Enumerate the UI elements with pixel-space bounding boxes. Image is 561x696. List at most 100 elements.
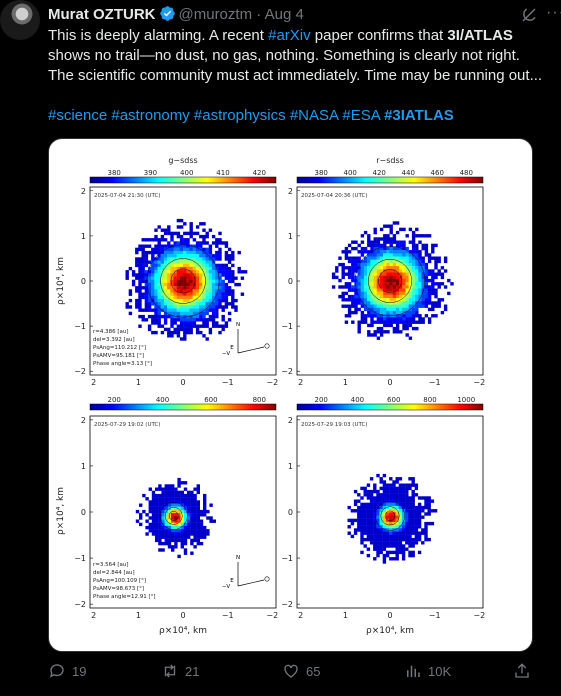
coma-pixel: [208, 295, 213, 300]
coma-pixel: [183, 286, 187, 290]
coma-pixel: [161, 500, 165, 504]
coma-pixel: [392, 499, 396, 503]
coma-pixel: [392, 275, 397, 280]
coma-pixel: [363, 317, 368, 321]
hashtag-link[interactable]: #3IATLAS: [384, 107, 454, 124]
hashtag-link[interactable]: #science: [48, 107, 108, 124]
coma-pixel: [192, 289, 197, 293]
coma-pixel: [382, 537, 387, 542]
verified-badge-icon[interactable]: [159, 5, 176, 26]
post-date[interactable]: Aug 4: [264, 6, 304, 23]
coma-pixel: [402, 288, 406, 292]
coma-pixel: [144, 292, 149, 296]
coma-pixel: [205, 257, 209, 261]
coma-pixel: [141, 257, 145, 261]
coma-pixel: [424, 234, 429, 238]
coma-pixel: [218, 289, 222, 293]
repost-button[interactable]: 21: [161, 662, 199, 680]
coma-pixel: [389, 512, 393, 516]
hashtag-link[interactable]: #ESA: [342, 107, 380, 124]
coma-pixel: [367, 294, 371, 299]
coma-pixel: [183, 295, 187, 300]
hashtag-link[interactable]: #astrophysics: [193, 107, 286, 124]
x-tick-label: −1: [222, 611, 234, 620]
coma-pixel: [382, 557, 387, 561]
hashtag-arxiv-link[interactable]: #arXiv: [268, 27, 311, 44]
coma-pixel: [147, 298, 152, 303]
coma-pixel: [408, 483, 412, 487]
hashtag-link[interactable]: #NASA: [289, 107, 339, 124]
coma-pixel: [392, 515, 396, 519]
like-button[interactable]: 65: [282, 662, 320, 680]
coma-pixel: [173, 244, 177, 248]
coma-pixel: [179, 298, 184, 303]
coma-pixel: [427, 512, 431, 516]
attached-image[interactable]: g−sdss 380 390 400 410 420 2025-07-04 21:30 (U…: [48, 138, 533, 652]
coma-pixel: [389, 298, 393, 302]
coma-pixel: [385, 541, 390, 545]
coma-pixel: [154, 292, 158, 296]
coma-pixel: [382, 502, 387, 507]
coma-pixel: [411, 266, 416, 270]
coma-pixel: [379, 294, 384, 299]
share-button[interactable]: [513, 662, 531, 680]
author-avatar[interactable]: [0, 0, 40, 40]
coma-pixel: [427, 298, 432, 302]
coma-pixel: [347, 304, 352, 308]
coma-pixel: [237, 266, 241, 271]
coma-pixel: [351, 266, 355, 270]
coma-pixel: [218, 266, 222, 271]
coma-pixel: [195, 276, 200, 280]
author-name[interactable]: Murat OZTURK: [48, 6, 156, 23]
coma-pixel: [174, 493, 178, 498]
coma-pixel: [405, 515, 409, 519]
coma-pixel: [392, 288, 397, 292]
coma-pixel: [421, 509, 425, 513]
coma-pixel: [189, 327, 193, 332]
hashtag-link[interactable]: #astronomy: [111, 107, 190, 124]
coma-pixel: [379, 307, 384, 312]
coma-pixel: [411, 314, 416, 318]
coma-pixel: [170, 292, 174, 296]
coma-pixel: [385, 512, 390, 516]
coma-pixel: [351, 246, 355, 251]
coma-pixel: [360, 301, 365, 305]
coma-pixel: [151, 314, 155, 319]
coma-pixel: [424, 250, 429, 254]
grok-icon[interactable]: [520, 6, 538, 29]
coma-pixel: [154, 302, 158, 306]
coma-pixel: [341, 250, 345, 254]
coma-pixel: [160, 273, 165, 277]
coma-pixel: [167, 500, 172, 504]
coma-pixel: [193, 500, 197, 504]
reply-button[interactable]: 19: [48, 662, 86, 680]
coma-pixel: [151, 279, 155, 284]
coma-pixel: [398, 486, 403, 491]
coma-pixel: [199, 541, 204, 546]
more-options-icon[interactable]: ···: [546, 4, 561, 21]
coma-pixel: [398, 547, 403, 551]
coma-pixel: [170, 273, 174, 277]
views-button[interactable]: 10K: [404, 662, 451, 680]
coma-pixel: [383, 301, 387, 305]
isophote-contour: [159, 501, 188, 530]
hashtag-list: #science #astronomy #astrophysics #NASA …: [48, 106, 558, 126]
coma-pixel: [179, 327, 184, 332]
author-handle[interactable]: @muroztm: [178, 6, 253, 23]
coma-pixel: [199, 308, 203, 312]
coma-pixel: [415, 266, 419, 270]
coma-pixel: [177, 525, 181, 530]
coma-pixel: [218, 270, 222, 274]
coma-pixel: [183, 334, 187, 338]
coma-pixel: [180, 529, 184, 533]
coma-pixel: [199, 222, 203, 226]
coma-pixel: [189, 330, 193, 335]
coma-pixel: [401, 553, 406, 558]
coma-pixel: [186, 289, 190, 293]
coma-pixel: [164, 522, 168, 527]
coma-pixel: [341, 291, 345, 296]
coma-pixel: [227, 289, 232, 293]
coma-pixel: [363, 544, 367, 548]
coma-pixel: [154, 321, 158, 325]
x-tick-label: 0: [387, 611, 392, 620]
